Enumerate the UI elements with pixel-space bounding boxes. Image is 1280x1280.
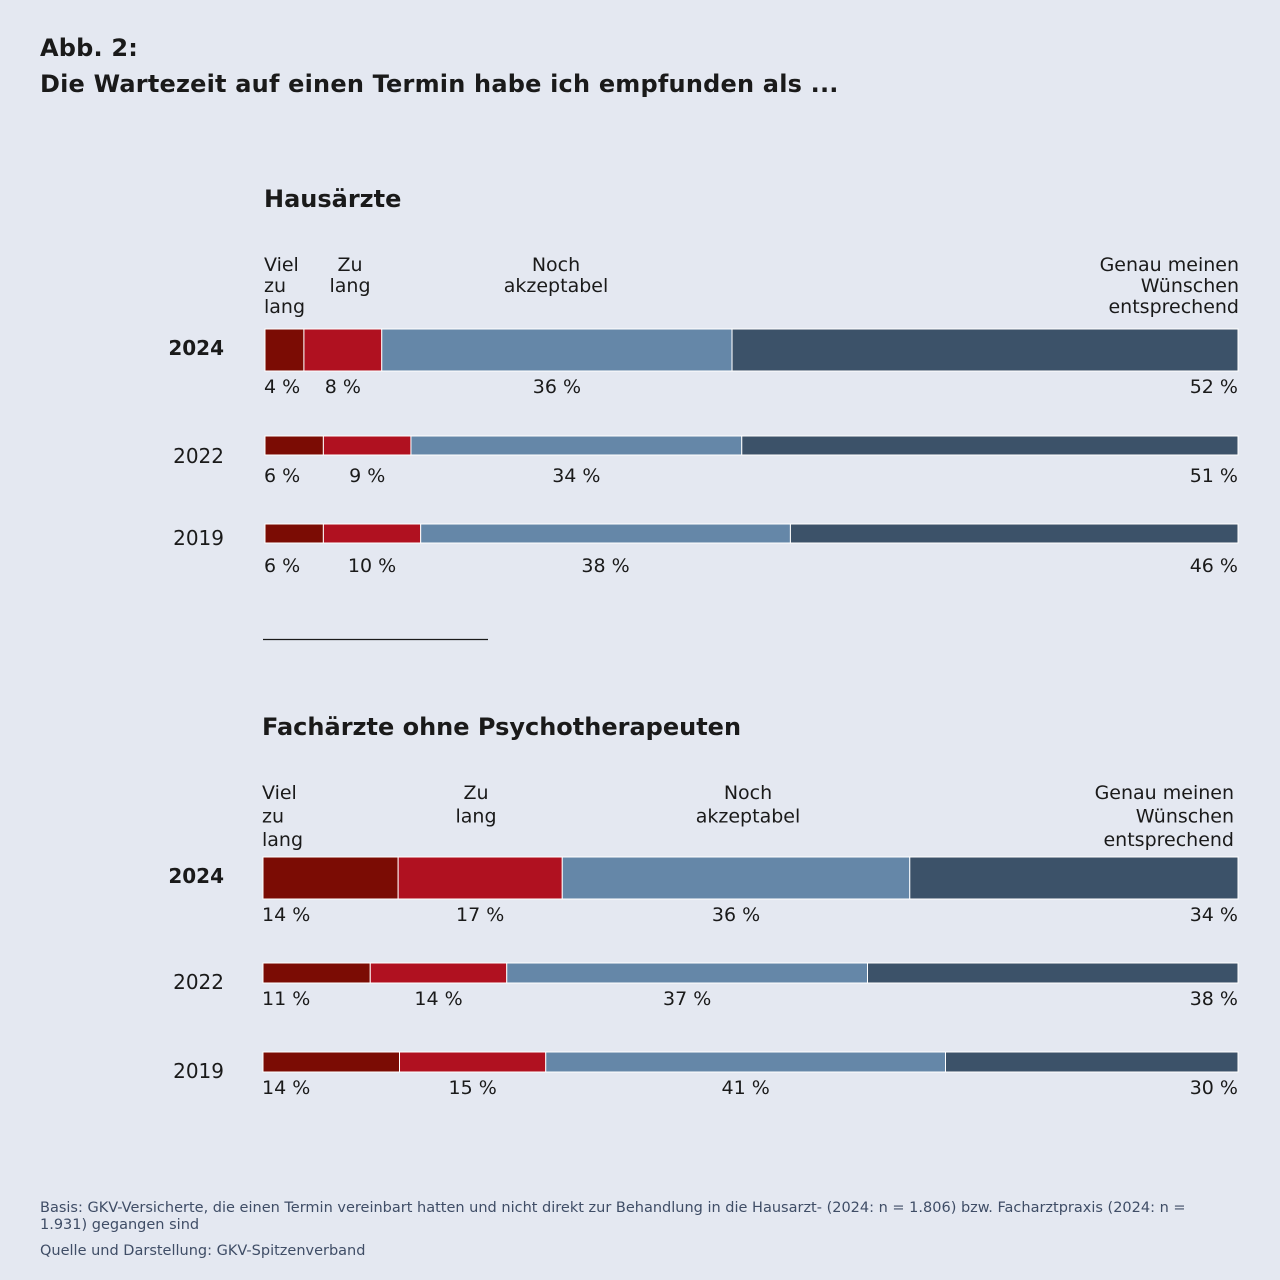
- legend-line: zu: [262, 806, 284, 828]
- legend-line: lang: [264, 296, 305, 318]
- legend-line: entsprechend: [1103, 829, 1234, 851]
- figure-label: Abb. 2:: [40, 34, 139, 62]
- bar-segment-noch-akzeptabel-2022: [506, 962, 868, 984]
- bar-segment-genau-meinen-wuenschen-entsprechend-2024: [731, 328, 1239, 372]
- year-label-2024: 2024: [168, 336, 224, 360]
- value-label-zu-lang-2022: 14 %: [414, 988, 462, 1010]
- bar-segment-zu-lang-2019: [399, 1051, 547, 1073]
- bar-segment-viel-zu-lang-2022: [264, 435, 324, 456]
- value-label-viel-zu-lang-2022: 6 %: [264, 465, 300, 487]
- bar-segment-viel-zu-lang-2019: [264, 523, 324, 544]
- legend-line: akzeptabel: [504, 275, 609, 297]
- legend-line: lang: [455, 806, 496, 828]
- bar-segment-zu-lang-2022: [369, 962, 508, 984]
- bar-segment-genau-meinen-wuenschen-entsprechend-2019: [789, 523, 1239, 544]
- bar-segment-viel-zu-lang-2024: [264, 328, 305, 372]
- legend-viel-zu-lang: Viel zu lang: [264, 254, 305, 318]
- value-label-noch-akzeptabel-2022: 37 %: [663, 988, 711, 1010]
- bar-segment-zu-lang-2019: [322, 523, 422, 544]
- bar-segment-noch-akzeptabel-2019: [545, 1051, 946, 1073]
- legend-noch-akzeptabel: Noch akzeptabel: [696, 782, 801, 828]
- bar-segment-genau-meinen-wuenschen-entsprechend-2022: [867, 962, 1239, 984]
- value-label-viel-zu-lang-2019: 6 %: [264, 555, 300, 577]
- footnote-source: Quelle und Darstellung: GKV-Spitzenverba…: [40, 1243, 366, 1259]
- legend-genau-meinen-wuenschen-entsprechend: Genau meinen Wünschen entsprechend: [1095, 782, 1234, 851]
- legend-line: Noch: [532, 254, 580, 276]
- value-label-genau-meinen-wuenschen-entsprechend-2019: 30 %: [1190, 1077, 1238, 1099]
- bar-segment-noch-akzeptabel-2022: [410, 435, 743, 456]
- legend-line: Viel: [264, 254, 299, 276]
- legend-line: Zu: [337, 254, 362, 276]
- legend-line: entsprechend: [1108, 296, 1239, 318]
- value-label-noch-akzeptabel-2024: 36 %: [533, 376, 581, 398]
- value-label-noch-akzeptabel-2024: 36 %: [712, 904, 760, 926]
- value-label-zu-lang-2024: 8 %: [325, 376, 361, 398]
- bar-segment-zu-lang-2022: [322, 435, 412, 456]
- legend-line: zu: [264, 275, 286, 297]
- value-label-noch-akzeptabel-2022: 34 %: [552, 465, 600, 487]
- panel-title-fachaerzte-ohne-psychotherapeuten: Fachärzte ohne Psychotherapeuten: [262, 713, 741, 741]
- bar-segment-genau-meinen-wuenschen-entsprechend-2024: [909, 856, 1239, 900]
- value-label-viel-zu-lang-2024: 4 %: [264, 376, 300, 398]
- legend-line: akzeptabel: [696, 806, 801, 828]
- bar-segment-noch-akzeptabel-2024: [561, 856, 911, 900]
- value-label-viel-zu-lang-2024: 14 %: [262, 904, 310, 926]
- year-label-2019: 2019: [173, 526, 224, 550]
- legend-line: Noch: [724, 782, 772, 804]
- value-label-noch-akzeptabel-2019: 38 %: [581, 555, 629, 577]
- bar-segment-zu-lang-2024: [303, 328, 383, 372]
- legend-genau-meinen-wuenschen-entsprechend: Genau meinen Wünschen entsprechend: [1100, 254, 1239, 318]
- panel-title-hausaerzte: Hausärzte: [264, 185, 401, 213]
- figure-title: Die Wartezeit auf einen Termin habe ich …: [40, 70, 839, 98]
- legend-noch-akzeptabel: Noch akzeptabel: [504, 254, 609, 297]
- value-label-noch-akzeptabel-2019: 41 %: [721, 1077, 769, 1099]
- legend-line: Wünschen: [1136, 806, 1234, 828]
- year-label-2024: 2024: [168, 864, 224, 888]
- value-label-zu-lang-2019: 15 %: [448, 1077, 496, 1099]
- bar-segment-viel-zu-lang-2019: [262, 1051, 400, 1073]
- year-label-2022: 2022: [173, 970, 224, 994]
- bar-segment-viel-zu-lang-2022: [262, 962, 371, 984]
- legend-zu-lang: Zu lang: [455, 782, 496, 828]
- value-label-zu-lang-2022: 9 %: [349, 465, 385, 487]
- value-label-genau-meinen-wuenschen-entsprechend-2024: 52 %: [1190, 376, 1238, 398]
- value-label-genau-meinen-wuenschen-entsprechend-2024: 34 %: [1190, 904, 1238, 926]
- value-label-genau-meinen-wuenschen-entsprechend-2019: 46 %: [1190, 555, 1238, 577]
- value-label-zu-lang-2024: 17 %: [456, 904, 504, 926]
- year-label-2022: 2022: [173, 444, 224, 468]
- legend-line: lang: [262, 829, 303, 851]
- year-label-2019: 2019: [173, 1059, 224, 1083]
- bar-segment-genau-meinen-wuenschen-entsprechend-2019: [945, 1051, 1239, 1073]
- value-label-viel-zu-lang-2019: 14 %: [262, 1077, 310, 1099]
- bar-segment-genau-meinen-wuenschen-entsprechend-2022: [741, 435, 1239, 456]
- value-label-zu-lang-2019: 10 %: [348, 555, 396, 577]
- legend-line: Zu: [463, 782, 488, 804]
- legend-zu-lang: Zu lang: [329, 254, 370, 297]
- bar-segment-zu-lang-2024: [397, 856, 563, 900]
- value-label-viel-zu-lang-2022: 11 %: [262, 988, 310, 1010]
- value-label-genau-meinen-wuenschen-entsprechend-2022: 51 %: [1190, 465, 1238, 487]
- legend-line: Viel: [262, 782, 297, 804]
- bar-segment-noch-akzeptabel-2024: [381, 328, 733, 372]
- value-label-genau-meinen-wuenschen-entsprechend-2022: 38 %: [1190, 988, 1238, 1010]
- legend-line: Wünschen: [1141, 275, 1239, 297]
- legend-viel-zu-lang: Viel zu lang: [262, 782, 303, 851]
- footnote-basis: Basis: GKV-Versicherte, die einen Termin…: [40, 1200, 1186, 1233]
- legend-line: lang: [329, 275, 370, 297]
- bar-segment-noch-akzeptabel-2019: [420, 523, 791, 544]
- legend-line: Genau meinen: [1095, 782, 1234, 804]
- legend-line: Genau meinen: [1100, 254, 1239, 276]
- bar-segment-viel-zu-lang-2024: [262, 856, 399, 900]
